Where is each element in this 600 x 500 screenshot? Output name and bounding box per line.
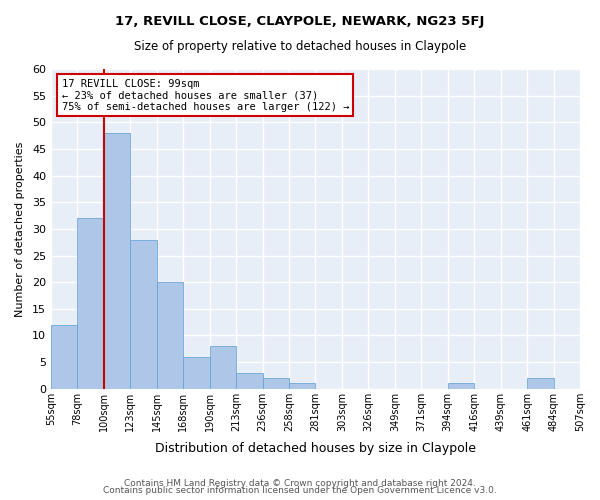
Text: Contains public sector information licensed under the Open Government Licence v3: Contains public sector information licen…	[103, 486, 497, 495]
Bar	[51, 325, 77, 388]
Bar	[209, 346, 236, 389]
Bar	[263, 378, 289, 388]
Bar	[77, 218, 104, 388]
Bar	[183, 357, 209, 388]
Text: Size of property relative to detached houses in Claypole: Size of property relative to detached ho…	[134, 40, 466, 53]
Text: 17 REVILL CLOSE: 99sqm
← 23% of detached houses are smaller (37)
75% of semi-det: 17 REVILL CLOSE: 99sqm ← 23% of detached…	[62, 78, 349, 112]
Bar	[130, 240, 157, 388]
Bar	[289, 384, 316, 388]
Text: 17, REVILL CLOSE, CLAYPOLE, NEWARK, NG23 5FJ: 17, REVILL CLOSE, CLAYPOLE, NEWARK, NG23…	[115, 15, 485, 28]
Bar	[104, 133, 130, 388]
Text: Contains HM Land Registry data © Crown copyright and database right 2024.: Contains HM Land Registry data © Crown c…	[124, 478, 476, 488]
X-axis label: Distribution of detached houses by size in Claypole: Distribution of detached houses by size …	[155, 442, 476, 455]
Bar	[448, 384, 474, 388]
Bar	[157, 282, 183, 389]
Bar	[527, 378, 554, 388]
Bar	[236, 372, 263, 388]
Y-axis label: Number of detached properties: Number of detached properties	[15, 141, 25, 316]
